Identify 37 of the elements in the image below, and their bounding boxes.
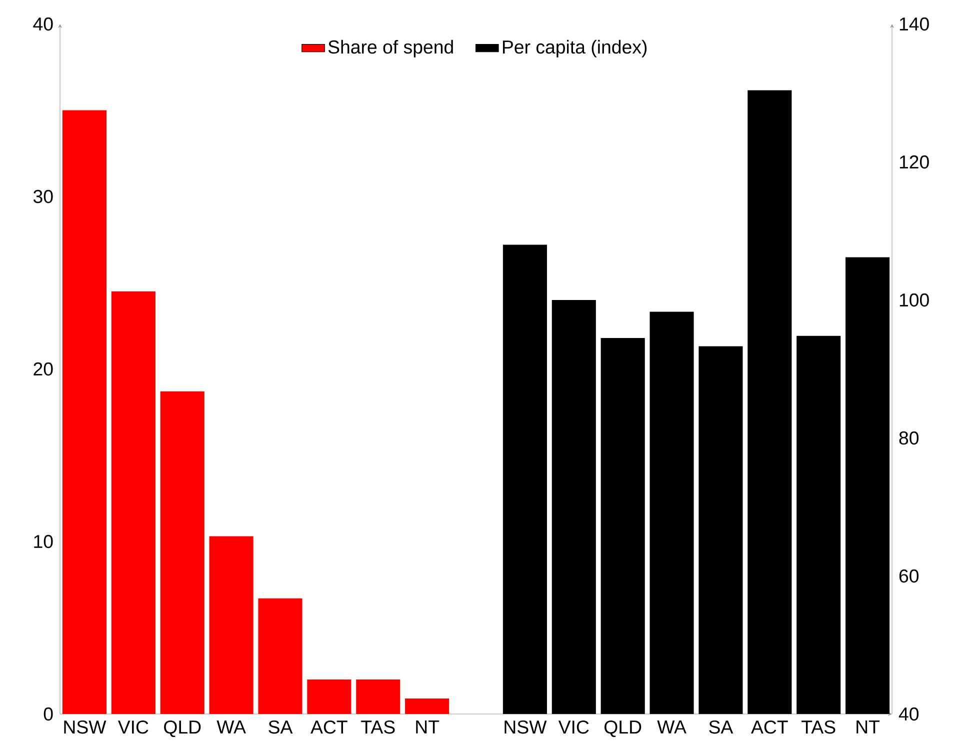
legend-label: Share of spend [328, 40, 453, 58]
x-tick-label: VIC [558, 720, 589, 734]
x-tick-label: QLD [164, 720, 201, 738]
y2-tick-label: 40 [898, 707, 919, 721]
y-tick-label: 10 [34, 534, 53, 548]
bar [160, 391, 204, 714]
bar [405, 698, 450, 714]
y-tick-label: 20 [34, 362, 53, 376]
y2-tick-label: 80 [899, 431, 919, 445]
legend-label: Per capita (index) [502, 40, 647, 58]
y2-tick-label: 140 [900, 17, 929, 31]
bar [209, 536, 254, 714]
y2-tick-label: 120 [900, 155, 929, 169]
y-tick-label: 30 [33, 190, 53, 204]
x-tick-label: SA [268, 720, 293, 734]
y2-tick-label: 60 [899, 569, 919, 583]
y-tick-label: 40 [33, 17, 53, 31]
bar [307, 679, 352, 714]
x-tick-label: WA [657, 720, 686, 734]
x-tick-label: TAS [802, 720, 836, 734]
x-tick-label: TAS [361, 720, 395, 734]
y2-tick-label: 100 [900, 293, 929, 307]
x-tick-label: WA [216, 720, 246, 734]
x-tick-label: NSW [64, 720, 106, 734]
bar [258, 598, 302, 714]
x-tick-label: NSW [504, 720, 547, 734]
x-tick-label: NT [416, 720, 440, 734]
bar [62, 110, 107, 714]
x-tick-label: SA [709, 720, 734, 734]
bar [111, 291, 156, 714]
y-tick-label: 0 [44, 707, 53, 721]
x-tick-label: VIC [118, 720, 148, 734]
x-tick-label: ACT [751, 720, 788, 734]
x-tick-label: NT [856, 720, 880, 734]
x-tick-label: ACT [310, 720, 348, 734]
bar [356, 679, 400, 714]
x-tick-label: QLD [604, 720, 642, 738]
